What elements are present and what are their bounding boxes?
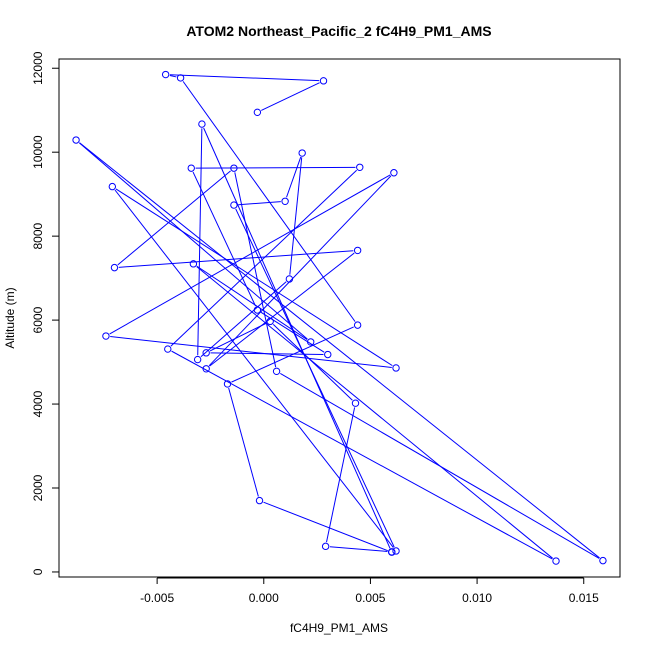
data-point	[202, 365, 210, 373]
data-point	[108, 182, 117, 191]
data-point	[356, 163, 364, 172]
data-point	[552, 557, 560, 565]
chart-title: ATOM2 Northeast_Pacific_2 fC4H9_PM1_AMS	[186, 23, 491, 39]
data-point	[164, 345, 172, 353]
series-segment	[169, 74, 177, 78]
x-tick-label: -0.005	[140, 591, 174, 605]
y-tick-label: 12000	[31, 51, 45, 85]
series-segment	[235, 208, 395, 548]
data-point	[230, 201, 238, 209]
data-point	[189, 260, 198, 268]
data-point	[298, 149, 306, 157]
series-segment	[118, 250, 354, 268]
y-tick-label: 10000	[31, 135, 45, 169]
series-segment	[238, 201, 281, 206]
data-point	[253, 108, 262, 117]
series-segment	[79, 142, 600, 559]
series-segment	[326, 407, 356, 543]
data-point	[324, 350, 332, 359]
y-axis: 0 2000 4000 6000 8000 10000 12000	[31, 51, 60, 575]
data-point	[321, 542, 330, 551]
series-segment	[286, 156, 302, 198]
x-tick-label: 0.005	[355, 591, 385, 605]
y-tick-label: 4000	[31, 390, 45, 417]
data-point	[230, 164, 238, 172]
series-segment	[197, 128, 203, 356]
data-point	[176, 74, 185, 82]
series-segment	[196, 265, 308, 340]
data-point	[198, 120, 206, 128]
x-tick-label: 0.000	[249, 591, 279, 605]
data-point	[353, 321, 362, 329]
series-segment	[209, 322, 267, 352]
data-point	[253, 306, 262, 314]
series-segment	[115, 188, 393, 367]
series-segment	[329, 546, 388, 552]
series-segment	[109, 174, 391, 335]
y-tick-label: 2000	[31, 474, 45, 501]
series-segment	[261, 82, 320, 111]
y-tick-label: 0	[31, 568, 45, 575]
data-point	[392, 364, 400, 372]
x-axis: -0.005 0.000 0.005 0.010 0.015	[140, 577, 599, 605]
data-point	[110, 263, 119, 272]
series-segment	[169, 74, 320, 82]
y-tick-label: 8000	[31, 222, 45, 249]
x-tick-label: 0.010	[462, 591, 492, 605]
data-point	[390, 169, 398, 177]
data-point	[392, 547, 400, 555]
data-point	[202, 349, 210, 357]
data-point	[187, 164, 195, 172]
data-point	[388, 548, 396, 556]
series-segment	[234, 172, 277, 368]
data-point	[72, 136, 80, 144]
series-segment	[228, 387, 259, 497]
series-segment	[196, 266, 553, 559]
series-segment	[195, 166, 356, 169]
x-axis-label: fC4H9_PM1_AMS	[290, 621, 388, 635]
series-segment	[78, 142, 308, 340]
data-point	[285, 275, 294, 283]
x-tick-label: 0.015	[569, 591, 599, 605]
series-segment	[208, 175, 392, 367]
data-point	[319, 77, 328, 85]
y-tick-label: 6000	[31, 306, 45, 333]
series-segment	[272, 323, 353, 401]
series-segment	[192, 171, 257, 307]
data-point	[255, 496, 264, 505]
series-segment	[170, 169, 357, 347]
data-point	[223, 380, 232, 388]
series-segment	[110, 336, 392, 368]
data-point	[281, 197, 289, 206]
series-segment	[263, 501, 388, 552]
data-point	[102, 332, 110, 340]
y-axis-label: Altitude (m)	[3, 287, 17, 348]
series-segment	[182, 81, 356, 322]
series-segment	[171, 350, 553, 560]
data-point	[353, 246, 362, 255]
series-segment	[289, 157, 303, 275]
series-segment	[200, 281, 287, 358]
data-point	[351, 399, 360, 407]
series-segment	[260, 311, 325, 353]
data-point	[272, 367, 281, 376]
series-segment	[203, 127, 391, 549]
data-point	[193, 355, 202, 364]
plot-frame	[58, 58, 621, 578]
series-layer	[72, 70, 607, 565]
data-point	[307, 338, 315, 346]
data-point	[599, 556, 607, 565]
data-point	[161, 70, 170, 79]
series-segment	[209, 252, 355, 367]
series-segment	[114, 189, 394, 548]
data-point	[266, 317, 274, 326]
